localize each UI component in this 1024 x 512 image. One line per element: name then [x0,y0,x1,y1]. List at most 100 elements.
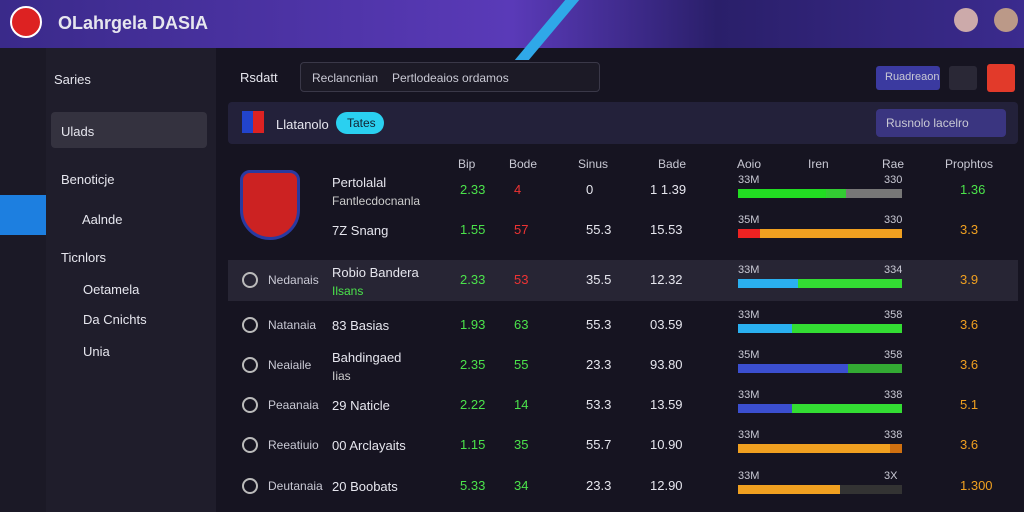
dropdown[interactable]: Rusnolo lacelro [876,109,1006,137]
stat: 1.36 [960,182,986,197]
progress-segment [738,229,760,238]
progress-segment [738,279,798,288]
stat: 34 [514,478,529,493]
player-name[interactable]: 29 Naticle [332,398,390,413]
sidebar-subitem[interactable]: Oetamela [83,282,140,297]
team: Deutanaia [268,479,323,493]
avatar[interactable] [994,8,1018,32]
team: Peaanaia [268,398,319,412]
stat: 3.9 [960,272,979,287]
bar-label: 334 [884,264,903,276]
column-header: Iren [808,157,829,171]
stat: 12.32 [650,272,683,287]
progress-segment [738,189,826,198]
player-name[interactable]: Bahdingaed [332,350,402,365]
stat: 15.53 [650,222,683,237]
player-name[interactable]: 83 Basias [332,318,390,333]
column-header: Prophtos [945,157,994,171]
stat: 1.93 [460,317,486,332]
progress-segment [738,485,840,494]
column-header: Aoio [737,157,762,171]
stat: 3.3 [960,222,979,237]
player-sub: Ilsans [332,284,364,298]
alert-button[interactable] [987,64,1015,92]
bar-label: 338 [884,429,903,441]
stat: 12.90 [650,478,683,493]
bar-label: 33M [738,470,760,482]
team-icon [242,357,258,373]
stat: 2.33 [460,182,486,197]
bar-label: 330 [884,174,903,186]
sidebar-item[interactable]: Benoticje [61,172,115,187]
sidebar-section: Ticnlors [61,250,107,265]
player-name[interactable]: 00 Arclayaits [332,438,406,453]
stat: 1 1.39 [650,182,687,197]
player-name[interactable]: Robio Bandera [332,265,419,280]
logo [10,6,42,38]
team: Nedanais [268,273,319,287]
sidebar-item[interactable]: Ulads [61,124,95,139]
progress-segment [890,444,902,453]
team-icon [242,478,258,494]
filter-bar: Llatanolo Tates Rusnolo lacelro [228,102,1018,144]
stat: 35.5 [586,272,612,287]
stat: 55.3 [586,222,612,237]
brand: OLahrgela DASIA [58,13,209,33]
stat: 23.3 [586,478,612,493]
rail-active[interactable] [0,195,46,235]
progress-segment [826,189,846,198]
toolbar: Rsdatt Reclancnian Pertlodeaios ordamos … [225,62,1015,94]
team-icon [242,272,258,288]
toolbar-title: Rsdatt [240,70,278,85]
stat: 55.7 [586,437,612,452]
sidebar-subitem[interactable]: Unia [83,344,110,359]
stat: 5.1 [960,397,979,412]
team: Neaiaile [268,358,312,372]
progress-segment [840,485,902,494]
column-header: Rae [882,157,905,171]
bar-label: 3X [884,470,898,482]
player-name[interactable]: Pertolalal [332,175,387,190]
progress-segment [792,324,902,333]
bar-label: 35M [738,214,760,226]
filter-label: Llatanolo [276,117,329,132]
column-header: Bip [458,157,476,171]
player-sub: Fantlecdocnanla [332,194,421,208]
player-name[interactable]: 7Z Snang [332,223,389,238]
avatar[interactable] [954,8,978,32]
stat: 55.3 [586,317,612,332]
bar-label: 33M [738,174,760,186]
primary-button[interactable]: Ruadreaon [876,66,940,90]
pill-label: Tates [347,116,376,130]
progress-segment [738,444,890,453]
stat: 53.3 [586,397,612,412]
column-header: Sinus [578,157,609,171]
stat: 57 [514,222,529,237]
search[interactable]: Reclancnian Pertlodeaios ordamos [300,62,600,92]
bar-label: 358 [884,349,903,361]
column-header: Bode [509,157,538,171]
icon-rail [0,48,46,512]
sidebar-item[interactable]: Aalnde [82,212,123,227]
bar-label: 330 [884,214,903,226]
stat: 2.22 [460,397,486,412]
pill[interactable]: Tates [336,112,384,134]
stat: 55 [514,357,529,372]
bar-label: 33M [738,309,760,321]
sidebar-subitem[interactable]: Da Cnichts [83,312,147,327]
dropdown-label: Rusnolo lacelro [886,116,969,130]
flag [242,111,264,133]
bar-label: 33M [738,264,760,276]
player-name[interactable]: 20 Boobats [332,479,398,494]
progress-segment [738,364,848,373]
team-icon [242,317,258,333]
team-logo [240,170,300,240]
team: Natanaia [268,318,317,332]
stat: 3.6 [960,357,979,372]
icon-button[interactable] [949,66,977,90]
sidebar-active[interactable] [51,112,207,148]
sidebar-title: Saries [54,72,91,87]
sidebar: Saries Ulads Benoticje Aalnde Ticnlors Oetam… [46,48,216,512]
